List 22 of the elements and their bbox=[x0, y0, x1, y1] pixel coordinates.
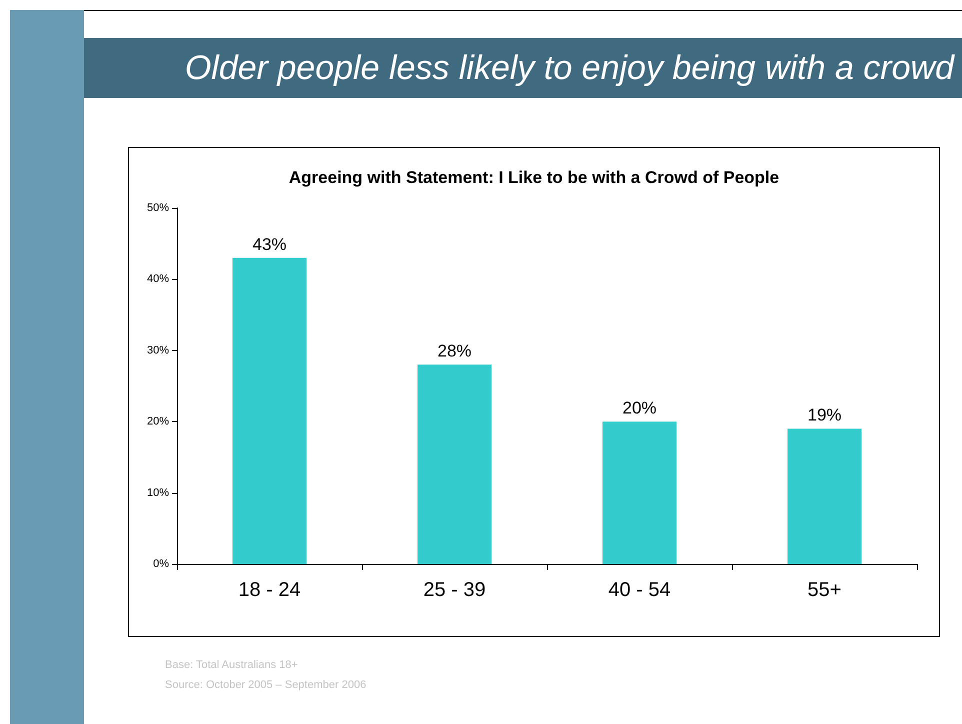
x-tick-label: 40 - 54 bbox=[608, 579, 671, 601]
chart-subtitle: Older people less likely to enjoy being with a crowd bbox=[184, 48, 954, 89]
y-tick-label: 0% bbox=[153, 558, 170, 570]
data-label: 43% bbox=[252, 234, 287, 254]
bar bbox=[788, 428, 862, 564]
data-label: 20% bbox=[622, 398, 657, 418]
y-tick-label: 10% bbox=[146, 486, 170, 499]
bar bbox=[602, 422, 676, 564]
data-label: 19% bbox=[807, 406, 842, 425]
x-tick-label: 55+ bbox=[808, 579, 842, 601]
y-tick-label: 20% bbox=[146, 416, 170, 428]
y-tick-label: 40% bbox=[146, 273, 170, 286]
data-label: 28% bbox=[437, 342, 472, 361]
chart-title: Agreeing with Statement: I Like to be with a Crowd of People bbox=[288, 168, 780, 187]
text: Base: Total Australians 18+ bbox=[165, 659, 298, 671]
source-note: Source: October 2005 – September 2006 bbox=[165, 679, 366, 691]
bar bbox=[232, 258, 306, 564]
bar bbox=[418, 364, 492, 564]
y-tick-label: 50% bbox=[146, 202, 170, 214]
y-tick-label: 30% bbox=[146, 344, 170, 356]
x-tick-label: 25 - 39 bbox=[423, 579, 486, 601]
x-tick-label: 18 - 24 bbox=[238, 579, 301, 601]
